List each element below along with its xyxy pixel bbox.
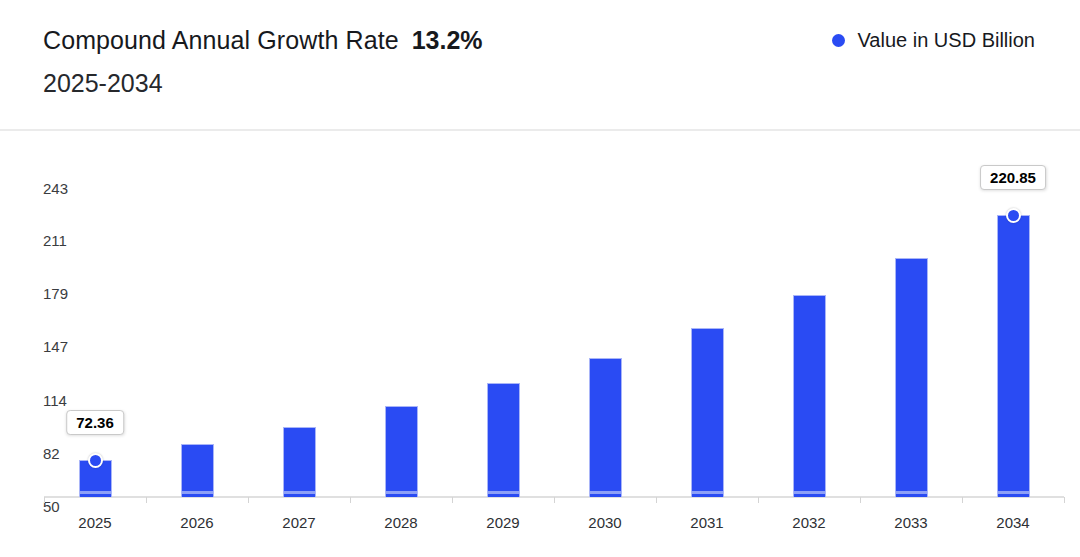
bar-2029[interactable] (487, 383, 520, 497)
bar-bottom-stripe (80, 491, 111, 494)
bar-bottom-stripe (794, 491, 825, 494)
x-axis-tick (44, 497, 45, 503)
x-axis-label-2026: 2026 (162, 515, 232, 531)
bar-bottom-stripe (896, 491, 927, 494)
bar-bottom-stripe (488, 491, 519, 494)
x-axis-label-2032: 2032 (774, 515, 844, 531)
y-axis-label-211: 211 (43, 233, 67, 249)
x-axis-label-2028: 2028 (366, 515, 436, 531)
bar-bottom-stripe (692, 491, 723, 494)
bar-2028[interactable] (385, 406, 418, 497)
x-axis-tick (146, 497, 147, 503)
y-axis-label-243: 243 (43, 181, 68, 197)
bar-bottom-stripe (386, 491, 417, 494)
bar-2032[interactable] (793, 295, 826, 497)
x-axis-tick (860, 497, 861, 503)
x-axis-tick (452, 497, 453, 503)
x-axis-tick (656, 497, 657, 503)
x-axis-tick (1064, 497, 1065, 503)
x-axis-tick (962, 497, 963, 503)
bar-bottom-stripe (182, 491, 213, 494)
cagr-chart-page: Compound Annual Growth Rate13.2% 2025-20… (0, 0, 1080, 557)
bar-2027[interactable] (283, 427, 316, 497)
x-axis-label-2027: 2027 (264, 515, 334, 531)
y-axis-label-147: 147 (43, 339, 68, 355)
bar-2033[interactable] (895, 258, 928, 497)
y-axis-label-50: 50 (43, 499, 60, 515)
bar-bottom-stripe (590, 491, 621, 494)
bar-bottom-stripe (284, 491, 315, 494)
x-axis-label-2033: 2033 (876, 515, 946, 531)
bar-2031[interactable] (691, 328, 724, 497)
value-tooltip-2025: 72.36 (66, 410, 124, 435)
y-axis-label-114: 114 (43, 393, 67, 409)
bar-2034[interactable] (997, 215, 1030, 497)
bar-chart: 50 82 114 147 179 211 243 2025 2026 2027 2028 2029 2… (0, 0, 1080, 557)
x-axis-tick (758, 497, 759, 503)
bar-2026[interactable] (181, 444, 214, 497)
x-axis-label-2031: 2031 (672, 515, 742, 531)
x-axis-label-2025: 2025 (60, 515, 130, 531)
point-marker-2034[interactable] (1006, 208, 1021, 223)
y-axis-label-82: 82 (43, 446, 60, 462)
x-axis-tick (350, 497, 351, 503)
y-axis-label-179: 179 (43, 286, 68, 302)
x-axis-label-2029: 2029 (468, 515, 538, 531)
x-axis-label-2034: 2034 (978, 515, 1048, 531)
bar-2030[interactable] (589, 358, 622, 497)
x-axis-tick (554, 497, 555, 503)
x-axis-label-2030: 2030 (570, 515, 640, 531)
value-tooltip-2034: 220.85 (980, 165, 1046, 190)
x-axis-tick (248, 497, 249, 503)
bar-bottom-stripe (998, 491, 1029, 494)
point-marker-2025[interactable] (88, 453, 103, 468)
